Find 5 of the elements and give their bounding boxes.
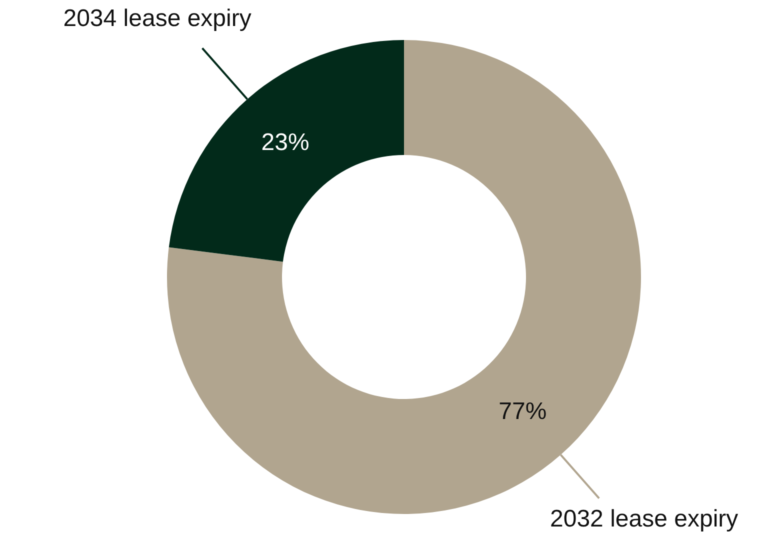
slice-label: 2034 lease expiry [63,5,252,32]
slice-label: 2032 lease expiry [550,505,738,532]
donut-slice [168,40,404,262]
data-label: 23% [261,128,310,156]
data-label: 77% [498,398,547,426]
